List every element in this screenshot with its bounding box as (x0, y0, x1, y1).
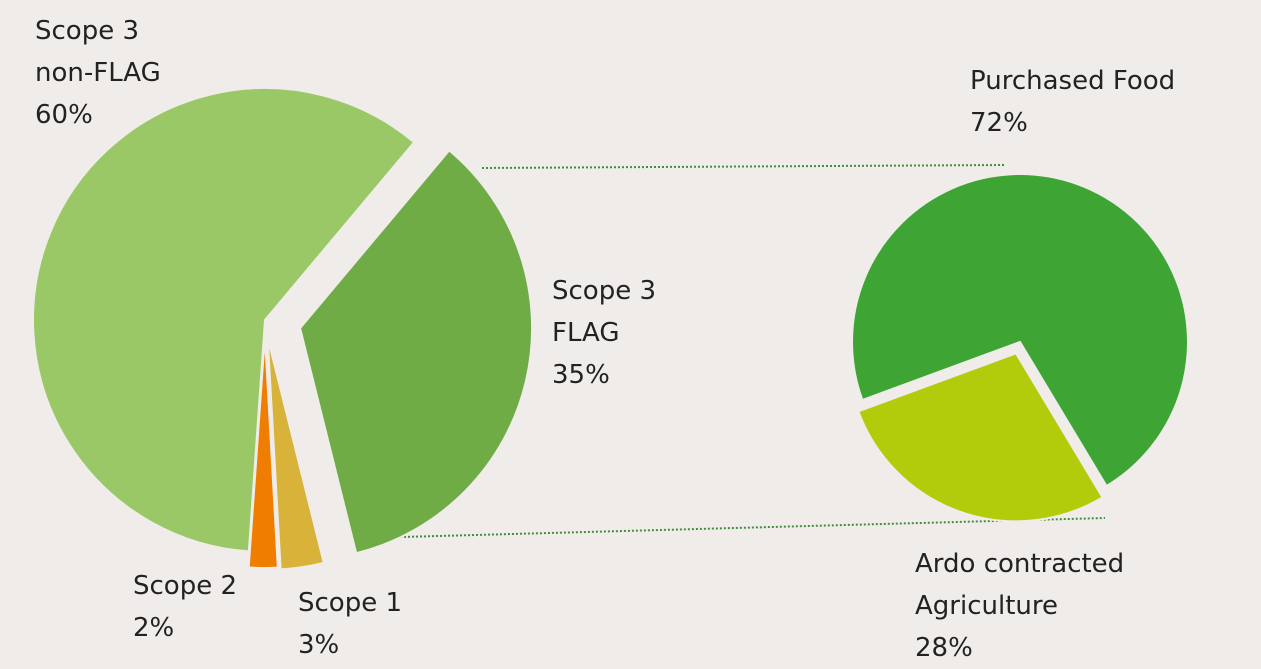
slice-label: Ardo contracted Agriculture 28% (915, 543, 1180, 669)
category-label: Scope 2 (133, 571, 238, 601)
value-label: 3% (298, 630, 340, 660)
value-label: 60% (35, 100, 93, 130)
category-label: Scope 1 (298, 588, 403, 618)
value-label: 28% (915, 633, 973, 663)
slice-label: Purchased Food 72% (970, 60, 1261, 144)
slice-label: Scope 1 3% (298, 582, 458, 666)
value-label: 35% (552, 360, 610, 390)
pie-slice (266, 337, 326, 571)
pie-slice (32, 87, 416, 553)
category-label: Purchased Food (970, 66, 1176, 96)
category-label: Ardo contracted Agriculture (915, 549, 1125, 621)
value-label: 2% (133, 613, 175, 643)
pie-slice (857, 352, 1104, 523)
slice-label: Scope 3 FLAG 35% (552, 270, 702, 396)
pie-slice (247, 335, 279, 569)
value-label: 72% (970, 108, 1028, 138)
slice-label: Scope 3 non-FLAG 60% (35, 10, 185, 136)
slice-label: Scope 2 2% (133, 565, 293, 649)
category-label: Scope 3 FLAG (552, 276, 657, 348)
pie-slice (298, 148, 534, 555)
pie-slice (851, 173, 1189, 488)
connector (481, 164, 1006, 169)
connector (363, 517, 1106, 539)
category-label: Scope 3 non-FLAG (35, 16, 161, 88)
